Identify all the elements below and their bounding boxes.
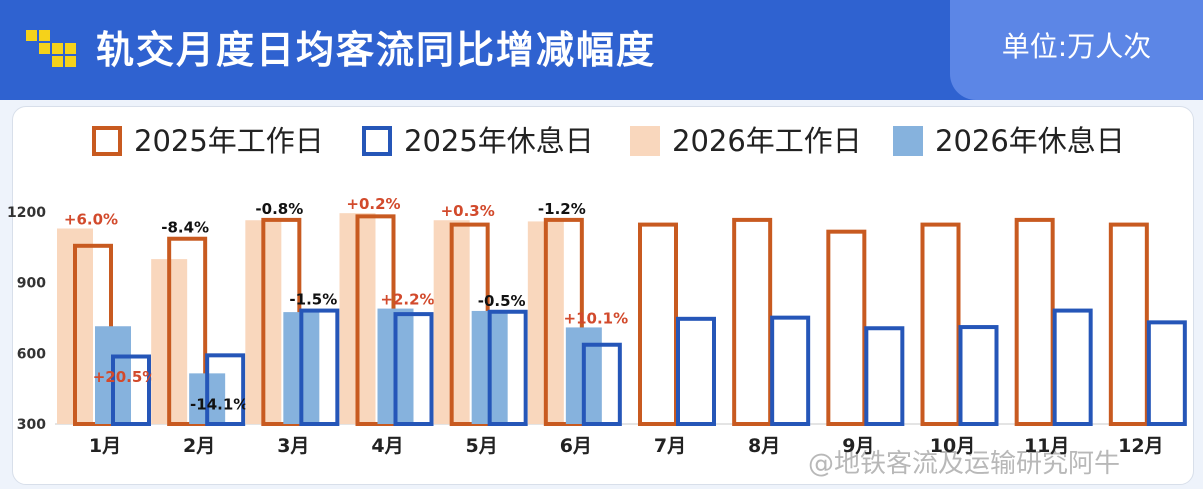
y-tick-label: 600 (17, 346, 46, 362)
y-tick-label: 1200 (7, 205, 46, 221)
unit-box: 单位:万人次 (950, 0, 1203, 100)
bar-2025-restday (111, 354, 151, 426)
bar-2025-workday (1014, 217, 1055, 426)
legend-swatch-2025-restday (362, 126, 392, 156)
legend-swatch-2026-workday (630, 126, 660, 156)
bar-2025-workday (543, 217, 584, 426)
bar-2025-workday (732, 217, 773, 426)
annotation-workday-change: +0.2% (346, 195, 400, 213)
annotation-restday-change: -14.1% (190, 395, 248, 413)
legend-label-2025-restday: 2025年休息日 (404, 124, 594, 158)
annotation-restday-change: +20.5% (93, 368, 158, 386)
unit-label: 单位:万人次 (1001, 30, 1152, 63)
bar-2025-restday (958, 325, 999, 427)
bar-2025-workday (1108, 222, 1149, 426)
chart-title: 轨交月度日均客流同比增减幅度 (96, 28, 657, 72)
watermark-text: @地铁客流及运输研究阿牛 (808, 449, 1120, 479)
legend-label-2026-workday: 2026年工作日 (672, 124, 862, 158)
annotation-restday-change: -1.5% (289, 291, 337, 309)
legend-label-2026-restday: 2026年休息日 (935, 124, 1125, 158)
annotation-workday-change: +0.3% (441, 202, 495, 220)
legend-swatch-2026-restday (893, 126, 923, 156)
bar-2025-restday (205, 353, 246, 427)
bar-2025-restday (676, 316, 716, 427)
bar-2025-workday (826, 229, 867, 426)
legend-label-2025-workday: 2025年工作日 (134, 124, 324, 158)
bar-2025-restday (393, 312, 434, 426)
annotation-workday-change: +6.0% (64, 210, 118, 228)
x-tick-label: 10月 (930, 435, 975, 457)
bar-2025-restday (1052, 308, 1093, 427)
annotation-restday-change: +2.2% (380, 291, 434, 309)
bar-2025-workday (638, 222, 678, 426)
bar-2025-restday (770, 315, 811, 426)
x-tick-label: 3月 (277, 435, 309, 457)
bar-2025-restday (581, 342, 622, 427)
annotation-workday-change: -1.2% (538, 200, 586, 218)
header-bar: 轨交月度日均客流同比增减幅度 单位:万人次 (0, 0, 1203, 100)
annotation-restday-change: -0.5% (478, 292, 526, 310)
x-tick-label: 11月 (1024, 435, 1069, 457)
legend: 2025年工作日 2025年休息日 2026年工作日 2026年休息日 (0, 116, 1203, 166)
x-tick-label: 1月 (89, 435, 121, 457)
x-tick-label: 4月 (371, 435, 403, 457)
annotation-restday-change: +10.1% (564, 309, 629, 327)
x-tick-label: 8月 (748, 435, 780, 457)
pixel-logo-icon (26, 30, 76, 67)
x-tick-label: 6月 (560, 435, 592, 457)
annotation-workday-change: -8.4% (161, 219, 209, 237)
x-tick-label: 5月 (466, 435, 498, 457)
bar-2025-restday (864, 326, 905, 426)
x-tick-label: 9月 (842, 435, 874, 457)
bar-2025-restday (1146, 320, 1187, 427)
y-tick-label: 300 (17, 417, 46, 433)
x-tick-label: 7月 (654, 435, 686, 457)
legend-swatch-2025-workday (92, 126, 122, 156)
bar-2025-restday (487, 309, 528, 426)
x-tick-label: 12月 (1118, 435, 1163, 457)
annotation-workday-change: -0.8% (255, 200, 303, 218)
bar-2025-workday (920, 222, 961, 426)
x-tick-label: 2月 (183, 435, 215, 457)
y-tick-label: 900 (17, 276, 46, 292)
bar-2025-restday (299, 308, 340, 427)
bar-2025-workday (167, 236, 208, 426)
